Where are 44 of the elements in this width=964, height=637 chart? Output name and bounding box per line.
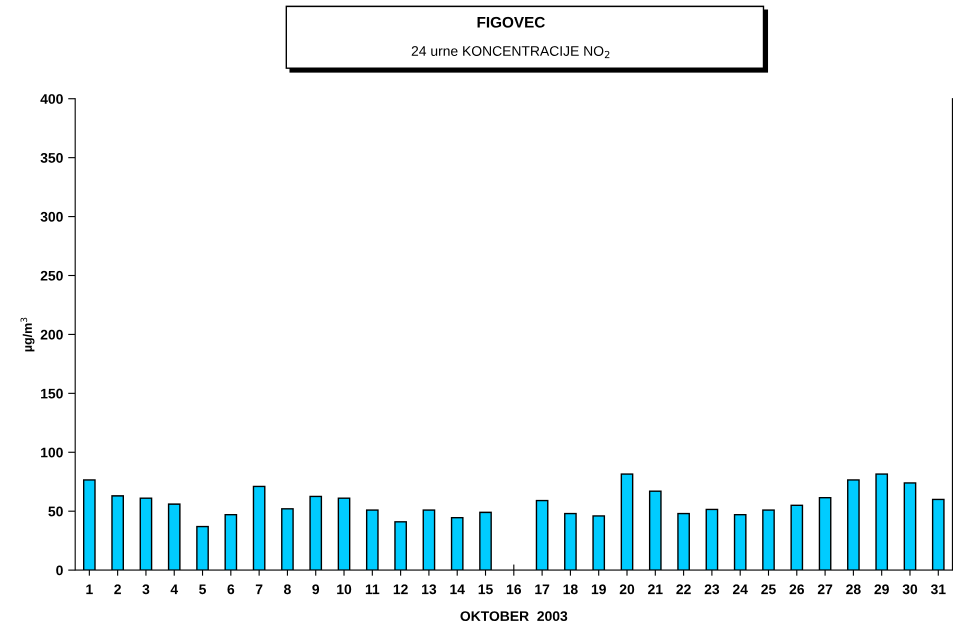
x-tick-label: 24 bbox=[732, 584, 748, 594]
x-tick-label: 3 bbox=[142, 584, 150, 594]
y-tick-label: 250 bbox=[40, 270, 63, 281]
x-tick-label: 23 bbox=[704, 584, 720, 594]
x-tick-label: 16 bbox=[506, 584, 522, 594]
y-tick-label: 100 bbox=[41, 448, 63, 458]
x-tick-label: 29 bbox=[874, 584, 889, 594]
x-tick-label: 17 bbox=[535, 584, 550, 594]
x-tick-label: 6 bbox=[227, 584, 234, 594]
x-tick-label: 14 bbox=[450, 584, 465, 594]
x-tick-label: 11 bbox=[366, 584, 380, 594]
x-tick-label: 22 bbox=[676, 584, 691, 594]
y-tick-label: 350 bbox=[40, 152, 63, 163]
x-tick-label: 15 bbox=[478, 584, 493, 594]
x-tick-label: 21 bbox=[648, 584, 663, 594]
x-tick-label: 8 bbox=[284, 584, 291, 594]
x-tick-label: 30 bbox=[902, 584, 918, 594]
x-tick-label: 27 bbox=[818, 584, 832, 594]
x-tick-label: 1 bbox=[86, 584, 93, 594]
y-axis-title: µg/m$^{3}$ bbox=[20, 318, 34, 352]
y-tick-label: 400 bbox=[40, 94, 63, 104]
x-tick-label: 10 bbox=[337, 584, 352, 594]
x-tick-label: 26 bbox=[790, 584, 804, 594]
x-tick-label: 18 bbox=[564, 584, 578, 594]
x-tick-label: 2 bbox=[114, 584, 121, 594]
chart-subtitle: 24 urne KONCENTRACIJE NO$_{2}$ bbox=[412, 46, 610, 58]
x-tick-label: 28 bbox=[846, 584, 861, 594]
x-tick-label: 5 bbox=[199, 584, 206, 594]
x-tick-label: 12 bbox=[394, 584, 408, 594]
y-tick-label: 200 bbox=[40, 330, 63, 340]
x-tick-label: 4 bbox=[170, 584, 178, 594]
x-tick-label: 7 bbox=[256, 584, 262, 594]
y-tick-label: 300 bbox=[40, 212, 63, 222]
x-tick-label: 9 bbox=[312, 584, 320, 594]
x-axis-title: OKTOBER 2003 bbox=[460, 611, 568, 622]
x-tick-label: 20 bbox=[620, 584, 634, 594]
y-tick-label: 50 bbox=[48, 506, 63, 516]
x-tick-label: 25 bbox=[761, 584, 776, 594]
y-tick-label: 150 bbox=[41, 388, 63, 399]
chart-title: FIGOVEC bbox=[478, 16, 545, 28]
y-tick-label: 0 bbox=[56, 565, 63, 576]
x-tick-label: 31 bbox=[930, 584, 946, 594]
x-tick-label: 13 bbox=[422, 584, 436, 594]
x-tick-label: 19 bbox=[592, 584, 606, 594]
